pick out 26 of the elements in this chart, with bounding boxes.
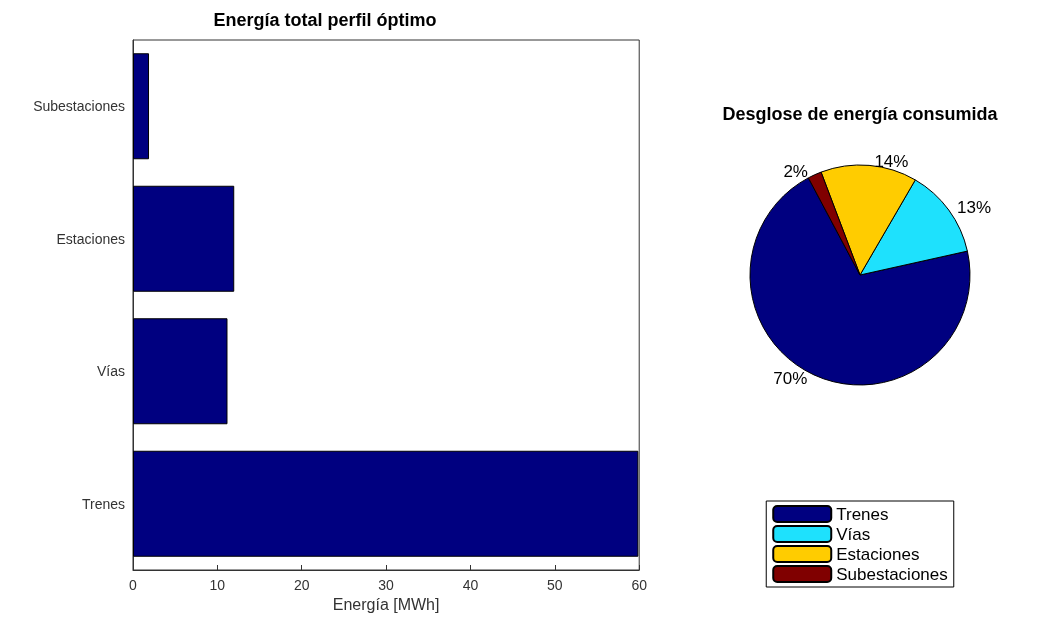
x-tick-label: 10 (209, 577, 226, 593)
legend-label: Trenes (836, 504, 889, 524)
x-axis-title: Energía [MWh] (332, 596, 440, 614)
data-label: 2% (783, 161, 808, 181)
x-tick-label: 0 (129, 577, 138, 593)
data-label: 13% (957, 198, 992, 218)
x-tick-label: 60 (631, 577, 648, 593)
x-tick-label: 30 (378, 577, 395, 593)
x-tick-label: 50 (547, 577, 563, 593)
chart-title: Desglose de energía consumida (722, 104, 999, 124)
legend-label: Estaciones (836, 544, 920, 564)
legend-label: Vías (836, 524, 871, 544)
bar (133, 318, 228, 425)
legend-label: Subestaciones (836, 564, 948, 584)
data-label: 14% (874, 151, 909, 171)
bar (133, 53, 150, 160)
y-tick-label: Vías (96, 363, 125, 380)
data-label: 70% (773, 369, 808, 389)
bar (133, 185, 235, 292)
y-tick-label: Estaciones (56, 230, 125, 247)
x-tick-label: 40 (462, 577, 479, 593)
y-tick-label: Trenes (81, 495, 125, 512)
chart-title: Energía total perfil óptimo (213, 10, 437, 30)
x-tick-label: 20 (293, 577, 310, 593)
bar (133, 450, 639, 557)
y-tick-label: Subestaciones (33, 98, 125, 115)
